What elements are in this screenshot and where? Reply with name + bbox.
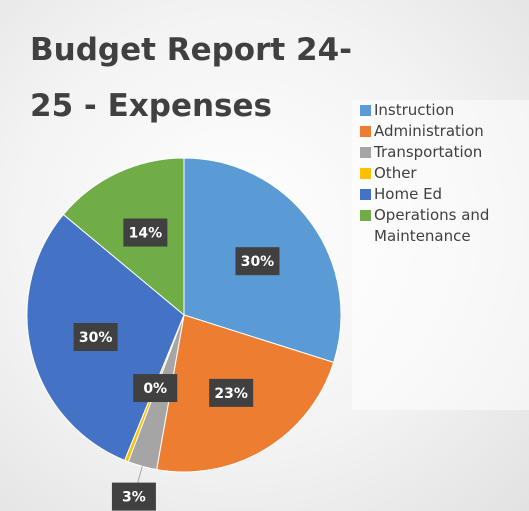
legend-label: Administration	[374, 122, 484, 140]
legend-label: Other	[374, 164, 417, 182]
data-label: 3%	[122, 490, 146, 506]
legend-label: Home Ed	[374, 185, 443, 203]
data-label-box	[73, 323, 118, 352]
data-label-box	[111, 482, 156, 511]
data-label-box	[209, 378, 254, 407]
data-label-box	[133, 374, 178, 403]
legend-item: Transportation	[352, 142, 524, 163]
legend-swatch	[360, 147, 371, 158]
legend-item: Administration	[352, 121, 524, 142]
legend-swatch	[360, 168, 371, 179]
legend-item: Home Ed	[352, 184, 524, 205]
legend-swatch	[360, 105, 371, 116]
legend-item: Other	[352, 163, 524, 184]
legend-swatch	[360, 189, 371, 200]
legend: Instruction Administration Transportation O…	[352, 100, 529, 410]
data-label: 30%	[241, 254, 275, 270]
legend-swatch	[360, 210, 371, 221]
legend-label: Instruction	[374, 101, 455, 119]
data-label-box	[235, 247, 280, 276]
legend-label: Operations and Maintenance	[374, 206, 490, 245]
leader-line	[136, 466, 143, 486]
data-label: 30%	[79, 330, 113, 346]
data-label: 14%	[129, 226, 163, 242]
legend-item: Instruction	[352, 100, 524, 121]
data-label: 23%	[214, 386, 248, 402]
data-label: 0%	[143, 381, 167, 397]
chart-title: Budget Report 24-25 - Expenses	[30, 32, 353, 124]
legend-swatch	[360, 126, 371, 137]
legend-label: Transportation	[374, 143, 483, 161]
data-label-box	[123, 218, 168, 247]
legend-item: Operations and Maintenance	[352, 205, 524, 247]
